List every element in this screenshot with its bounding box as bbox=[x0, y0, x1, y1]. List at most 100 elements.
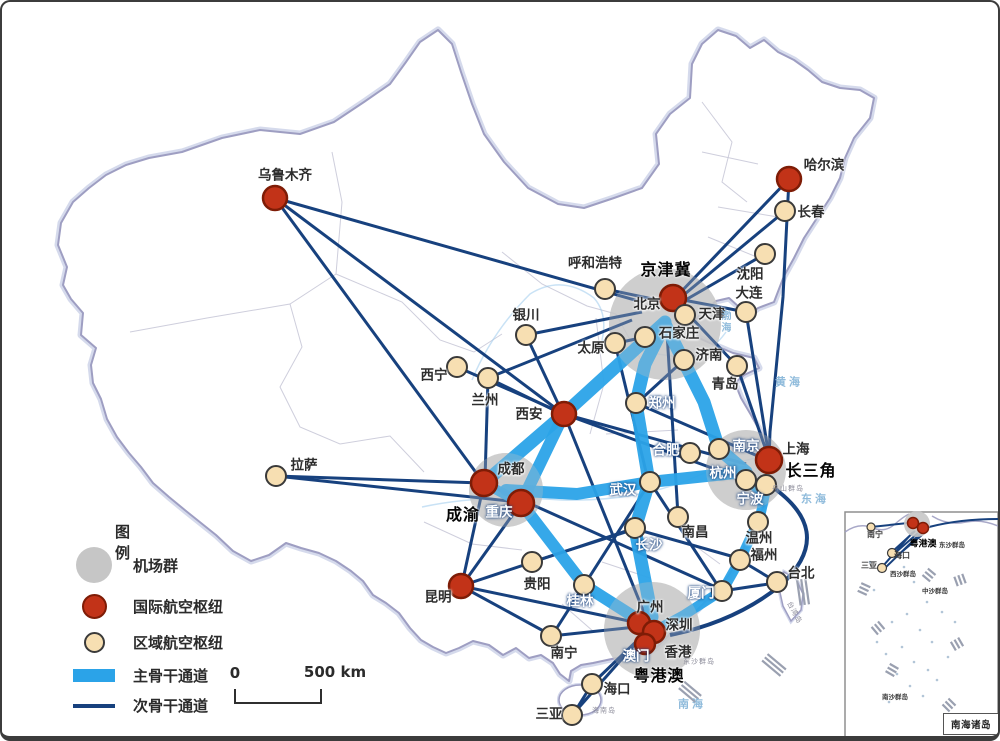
inset-island-speck bbox=[902, 565, 906, 569]
inset-island-speck bbox=[921, 694, 925, 698]
inset-international-dot bbox=[906, 516, 920, 530]
regional-hub-swatch-icon bbox=[83, 632, 105, 653]
tianjin-dot bbox=[674, 304, 696, 326]
dalian-dot bbox=[735, 301, 757, 323]
beijing-dot bbox=[658, 283, 688, 313]
inset-regional-dot bbox=[876, 562, 888, 574]
secondary-corridor bbox=[524, 334, 564, 413]
inset-regional-dot bbox=[886, 547, 898, 559]
chongqing-dot bbox=[506, 488, 536, 518]
inset-island-speck bbox=[908, 684, 912, 688]
inset-island-speck bbox=[953, 620, 957, 624]
secondary-corridor bbox=[274, 196, 559, 412]
xian-dot bbox=[550, 400, 578, 428]
hatch-mark bbox=[870, 620, 886, 636]
south-china-sea-inset bbox=[844, 511, 998, 736]
kunming-dot bbox=[447, 572, 475, 600]
legend-label: 区域航空枢纽 bbox=[133, 634, 224, 652]
hatch-mark bbox=[795, 578, 811, 606]
scale-zero: 0 bbox=[229, 664, 241, 682]
secondary-corridor bbox=[572, 633, 646, 714]
inset-island-speck bbox=[890, 620, 894, 624]
cluster-swatch-icon bbox=[76, 547, 112, 583]
international-hub-swatch-icon bbox=[81, 594, 107, 619]
secondary-corridor-swatch-icon bbox=[73, 703, 115, 708]
inset-international-dot bbox=[916, 521, 930, 535]
zhengzhou-dot bbox=[625, 392, 647, 414]
inset-island-speck bbox=[926, 668, 930, 672]
fuzhou-dot bbox=[729, 549, 751, 571]
hatch-mark bbox=[678, 680, 702, 704]
sanya-dot bbox=[561, 704, 583, 726]
wenzhou-dot bbox=[747, 511, 769, 533]
secondary-corridor bbox=[676, 177, 791, 297]
scale-distance: 500 km bbox=[303, 663, 367, 681]
secondary-corridor bbox=[767, 178, 791, 460]
secondary-corridor bbox=[460, 584, 550, 636]
taiyuan-dot bbox=[604, 332, 626, 354]
taipei-dot bbox=[766, 571, 788, 593]
secondary-corridor bbox=[275, 474, 519, 504]
legend-item-cluster: 机场群 bbox=[72, 547, 178, 583]
guiyang-dot bbox=[521, 551, 543, 573]
secondary-corridor bbox=[648, 481, 722, 590]
haikou-dot bbox=[581, 673, 603, 695]
secondary-corridor bbox=[483, 377, 490, 481]
secondary-corridor bbox=[273, 197, 482, 479]
hatch-mark bbox=[857, 582, 871, 596]
inset-island-speck bbox=[940, 610, 944, 614]
legend-item-main-corridor: 主骨干通道 bbox=[72, 665, 208, 686]
inset-island-speck bbox=[918, 628, 922, 632]
scale-bar bbox=[234, 689, 322, 704]
yinchuan-dot bbox=[515, 324, 537, 346]
hongkong-dot bbox=[633, 632, 657, 656]
shenyang-dot bbox=[754, 243, 776, 265]
inset-island-speck bbox=[946, 655, 950, 659]
inset-island-speck bbox=[905, 612, 909, 616]
secondary-corridor bbox=[460, 482, 486, 585]
legend-label: 主骨干通道 bbox=[133, 667, 209, 685]
urumqi-dot bbox=[261, 184, 289, 212]
inset-island-speck bbox=[868, 560, 872, 564]
hatch-mark bbox=[953, 573, 967, 587]
secondary-corridor bbox=[461, 502, 523, 585]
secondary-corridor bbox=[487, 376, 561, 415]
inset-route bbox=[882, 531, 914, 567]
nanning-dot bbox=[540, 625, 562, 647]
inset-island-speck bbox=[912, 580, 916, 584]
legend-item-secondary-corridor: 次骨干通道 bbox=[72, 695, 208, 716]
hatch-mark bbox=[885, 662, 899, 678]
secondary-corridor bbox=[735, 365, 770, 457]
airport-hub-dots bbox=[261, 165, 803, 726]
inset-island-speck bbox=[912, 660, 916, 664]
hohhot-dot bbox=[594, 278, 616, 300]
secondary-corridor bbox=[551, 481, 652, 635]
island-hatch-marks bbox=[678, 578, 811, 704]
chengdu-dot bbox=[469, 468, 499, 498]
lhasa-dot bbox=[265, 465, 287, 487]
harbin-dot bbox=[775, 165, 803, 193]
inset-regional-dot bbox=[866, 522, 876, 532]
ningbo-dot bbox=[755, 474, 777, 496]
shijiazhuang-dot bbox=[634, 326, 656, 348]
main-corridor-beijing-zhengzhou-wuhan bbox=[629, 317, 672, 489]
inset-island-speck bbox=[887, 700, 891, 704]
inset-island-speck bbox=[875, 640, 879, 644]
inset-route bbox=[870, 522, 909, 528]
nanchang-dot bbox=[667, 506, 689, 528]
hangzhou-dot bbox=[735, 469, 757, 491]
hatch-mark bbox=[761, 653, 787, 677]
secondary-corridor bbox=[665, 331, 680, 517]
secondary-corridor bbox=[525, 310, 643, 337]
hatch-mark bbox=[941, 697, 957, 713]
jinan-dot bbox=[673, 349, 695, 371]
xiamen-dot bbox=[711, 580, 733, 602]
changchun-dot bbox=[774, 200, 796, 222]
main-corridor-chengyu-wuhan-changsanjiao bbox=[500, 466, 750, 500]
legend-label: 次骨干通道 bbox=[133, 697, 209, 715]
secondary-corridor bbox=[635, 401, 761, 459]
inset-caption: 南海诸岛 bbox=[943, 713, 998, 735]
secondary-corridor bbox=[744, 311, 771, 458]
jingjinji-cluster-haze bbox=[609, 268, 721, 380]
